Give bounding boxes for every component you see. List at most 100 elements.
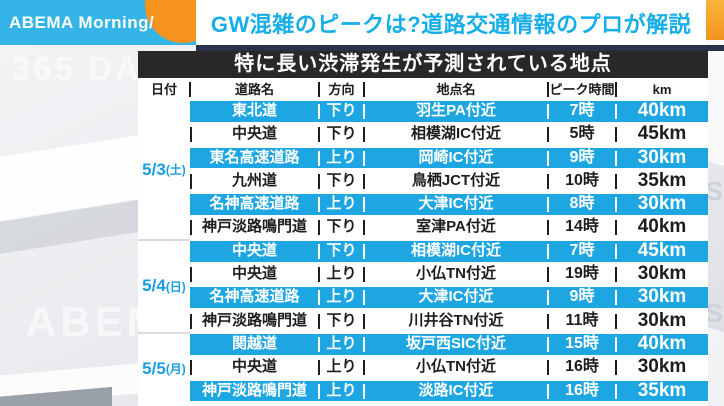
cell-road: 名神高速道路 <box>209 195 300 213</box>
cell-road: 東名高速道路 <box>209 148 300 166</box>
column-separator <box>615 220 617 236</box>
traffic-table-panel: 特に長い渋滞発生が予測されている地点 日付 道路名 方向 地点名 ピーク時間 k… <box>138 51 708 406</box>
table-row: 中央道 上り 小仏TN付近 19時 30km <box>190 264 708 285</box>
column-separator <box>363 243 365 259</box>
column-separator <box>318 383 320 399</box>
date-column: 5/3 (土) 5/4 (日) 5/5 (月) <box>138 101 190 406</box>
cell-location: 鳥栖JCT付近 <box>411 171 501 189</box>
cell-road: 神戸淡路鳴門道 <box>201 218 307 236</box>
table-body: 5/3 (土) 5/4 (日) 5/5 (月) 東北道 下り 羽生PA付近 7時 40… <box>138 101 708 406</box>
column-separator <box>615 383 617 399</box>
cell-road: 関越道 <box>231 334 277 352</box>
cell-peak-time: 8時 <box>569 195 595 213</box>
headline-text: GW混雑のピークは?道路交通情報のプロが解説 <box>210 11 692 37</box>
column-separator <box>190 313 192 329</box>
column-separator <box>547 243 549 259</box>
cell-road: 九州道 <box>231 171 277 189</box>
cell-road: 中央道 <box>231 358 277 376</box>
cell-direction: 下り <box>326 125 357 143</box>
column-header-peak-time: ピーク時間 <box>549 82 615 97</box>
date-day-label: (月) <box>165 362 186 377</box>
column-separator <box>547 290 549 306</box>
column-separator <box>547 127 549 143</box>
column-separator <box>615 104 617 119</box>
column-separator <box>547 360 549 376</box>
column-separator <box>615 150 617 166</box>
column-separator <box>318 313 320 329</box>
cell-peak-time: 10時 <box>565 171 599 189</box>
cell-direction: 上り <box>326 265 357 283</box>
cell-location: 相模湖IC付近 <box>410 241 501 259</box>
column-separator <box>615 360 617 376</box>
column-separator <box>363 173 365 189</box>
cell-km: 30km <box>637 287 687 308</box>
cell-location: 相模湖IC付近 <box>410 125 501 143</box>
column-separator <box>615 127 617 143</box>
cell-km: 45km <box>637 240 687 261</box>
cell-peak-time: 7時 <box>569 102 595 119</box>
cell-peak-time: 9時 <box>569 148 595 166</box>
cell-km: 40km <box>637 333 687 354</box>
cell-km: 45km <box>637 124 687 145</box>
column-separator <box>318 173 320 189</box>
cell-location: 大津IC付近 <box>418 195 494 213</box>
cell-road: 名神高速道路 <box>209 288 300 306</box>
column-separator <box>318 150 320 166</box>
column-header-road: 道路名 <box>234 82 274 97</box>
column-separator <box>547 267 549 283</box>
headline-shadow-strip <box>196 45 724 51</box>
column-separator <box>318 360 320 376</box>
table-row: 神戸淡路鳴門道 下り 室津PA付近 14時 40km <box>190 217 708 238</box>
cell-peak-time: 9時 <box>569 288 595 306</box>
column-separator <box>547 173 549 189</box>
channel-logo-text: ABEMA Morning/ <box>9 13 155 32</box>
table-row: 名神高速道路 上り 大津IC付近 9時 30km <box>190 287 708 309</box>
column-separator <box>547 313 549 329</box>
cell-km: 40km <box>637 217 687 238</box>
table-row: 中央道 下り 相模湖IC付近 7時 45km <box>190 240 708 262</box>
cell-road: 神戸淡路鳴門道 <box>201 381 307 399</box>
column-separator <box>318 127 320 143</box>
headline-banner: GW混雑のピークは?道路交通情報のプロが解説 <box>196 0 706 45</box>
cell-road: 中央道 <box>231 125 277 143</box>
background-letter-fragment: S <box>705 176 723 206</box>
column-separator <box>363 313 365 329</box>
column-separator <box>363 383 365 399</box>
cell-km: 30km <box>637 264 687 285</box>
column-separator <box>363 360 365 376</box>
cell-direction: 下り <box>326 102 357 119</box>
cell-direction: 下り <box>326 171 357 189</box>
column-separator <box>363 267 365 283</box>
column-separator <box>318 290 320 306</box>
column-separator <box>363 336 365 352</box>
column-separator <box>615 336 617 352</box>
cell-road: 中央道 <box>231 265 277 283</box>
date-group: 5/5 (月) <box>138 334 190 404</box>
table-row: 神戸淡路鳴門道 下り 川井谷TN付近 11時 30km <box>190 311 708 332</box>
column-separator <box>615 82 617 97</box>
column-separator <box>547 104 549 119</box>
cell-location: 羽生PA付近 <box>416 102 496 119</box>
column-header-location: 地点名 <box>436 82 476 97</box>
cell-direction: 下り <box>326 241 357 259</box>
table-row: 東北道 下り 羽生PA付近 7時 40km <box>190 101 708 122</box>
cell-location: 坂戸西SIC付近 <box>405 334 506 352</box>
date-group: 5/4 (日) <box>138 241 190 334</box>
column-separator <box>318 104 320 119</box>
table-row: 中央道 下り 相模湖IC付近 5時 45km <box>190 124 708 145</box>
cell-direction: 上り <box>326 334 357 352</box>
column-separator <box>318 220 320 236</box>
column-separator <box>190 220 192 236</box>
cell-direction: 上り <box>326 195 357 213</box>
cell-km: 35km <box>637 170 687 191</box>
date-label: 5/5 <box>142 358 166 378</box>
cell-km: 35km <box>637 380 687 401</box>
column-separator <box>318 336 320 352</box>
column-separator <box>190 360 192 376</box>
column-separator <box>189 82 191 97</box>
column-separator <box>318 243 320 259</box>
column-separator <box>547 220 549 236</box>
column-separator <box>547 336 549 352</box>
date-day-label: (日) <box>165 279 186 294</box>
date-label: 5/4 <box>142 276 166 296</box>
